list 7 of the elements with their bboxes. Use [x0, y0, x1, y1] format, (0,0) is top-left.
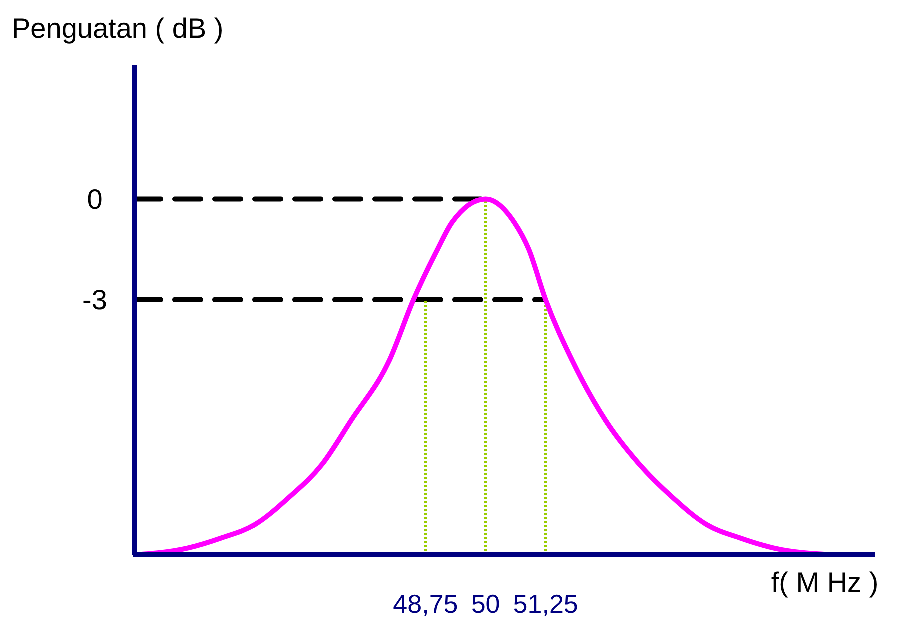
- y-tick-label: -3: [82, 284, 108, 316]
- x-tick-label: 51,25: [513, 589, 578, 619]
- x-tick-label: 48,75: [393, 589, 458, 619]
- x-tick-label: 50: [471, 589, 500, 619]
- x-axis-title: f( M Hz ): [771, 567, 879, 598]
- y-tick-label: 0: [87, 184, 103, 216]
- y-axis-title: Penguatan ( dB ): [12, 13, 224, 44]
